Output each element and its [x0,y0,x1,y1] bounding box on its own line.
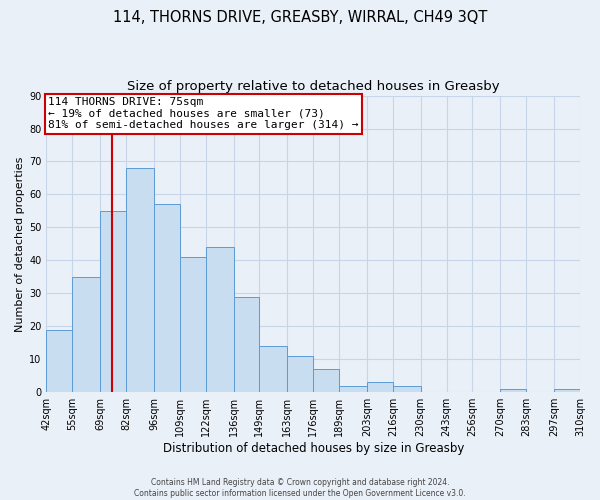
Bar [259,346,287,392]
Bar [46,330,72,392]
Bar [180,257,206,392]
Bar [367,382,393,392]
Bar [100,211,126,392]
Bar [154,204,180,392]
Y-axis label: Number of detached properties: Number of detached properties [15,156,25,332]
Bar [339,386,367,392]
Bar [126,168,154,392]
Bar [233,296,259,392]
Bar [554,389,580,392]
Text: Contains HM Land Registry data © Crown copyright and database right 2024.
Contai: Contains HM Land Registry data © Crown c… [134,478,466,498]
Bar [313,369,339,392]
Text: 114 THORNS DRIVE: 75sqm
← 19% of detached houses are smaller (73)
81% of semi-de: 114 THORNS DRIVE: 75sqm ← 19% of detache… [49,97,359,130]
Bar [206,247,233,392]
Bar [287,356,313,392]
Text: 114, THORNS DRIVE, GREASBY, WIRRAL, CH49 3QT: 114, THORNS DRIVE, GREASBY, WIRRAL, CH49… [113,10,487,25]
Bar [500,389,526,392]
X-axis label: Distribution of detached houses by size in Greasby: Distribution of detached houses by size … [163,442,464,455]
Bar [72,277,100,392]
Bar [393,386,421,392]
Title: Size of property relative to detached houses in Greasby: Size of property relative to detached ho… [127,80,500,93]
